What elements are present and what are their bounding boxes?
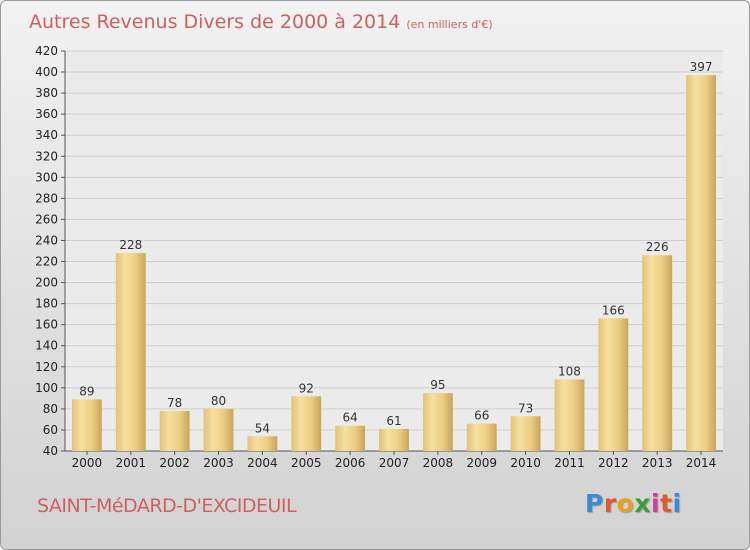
data-label-2012: 166	[602, 303, 625, 317]
y-tick-label: 140	[35, 339, 58, 353]
data-label-2001: 228	[119, 238, 142, 252]
data-label-2010: 73	[518, 401, 533, 415]
bar-2001	[115, 253, 146, 451]
axes: 40 60 80 100 120 140 160 180 200 220 240 260 280 300 3…	[35, 44, 723, 470]
data-label-2006: 64	[342, 411, 357, 425]
data-label-2007: 61	[386, 414, 401, 428]
logo-letter: x	[634, 489, 651, 518]
logo-letter: o	[616, 489, 635, 518]
bar-2000	[72, 399, 102, 451]
y-tick-label: 120	[35, 360, 58, 374]
logo-letter: P	[585, 489, 604, 518]
chart-unit: (en milliers d'€)	[406, 18, 493, 31]
y-tick-label: 160	[35, 318, 58, 332]
bar-2011	[554, 379, 585, 451]
y-tick-label: 260	[35, 212, 58, 226]
y-tick-label: 200	[35, 276, 58, 290]
x-tick-label: 2013	[642, 456, 673, 470]
y-tick-label: 220	[35, 255, 58, 269]
data-label-2009: 66	[474, 409, 489, 423]
bar-2004	[247, 436, 278, 451]
chart-title-text: Autres Revenus Divers de 2000 à 2014	[29, 11, 401, 33]
bar-2008	[422, 393, 453, 451]
data-label-2005: 92	[299, 381, 314, 395]
bars	[72, 75, 716, 452]
data-labels: 89 228 78 80 54 92 64 61 95 66 73 108 166 226 397	[79, 60, 712, 435]
bar-2007	[379, 428, 409, 451]
y-tick-label: 180	[35, 297, 58, 311]
y-tick-label: 340	[35, 128, 58, 142]
logo-letter: t	[660, 489, 673, 518]
x-tick-label: 2014	[686, 456, 717, 470]
x-tick-label: 2008	[423, 456, 454, 470]
bar-2003	[203, 408, 234, 451]
y-tick-label: 80	[43, 402, 58, 416]
y-tick-label: 300	[35, 170, 58, 184]
commune-name: SAINT-MéDARD-D'EXCIDEUIL	[37, 495, 297, 517]
bar-2014	[686, 75, 716, 452]
y-tick-label: 320	[35, 149, 58, 163]
x-tick-label: 2004	[247, 456, 278, 470]
x-tick-label: 2010	[510, 456, 541, 470]
y-tick-label: 60	[43, 423, 58, 437]
data-label-2008: 95	[430, 378, 445, 392]
y-tick-label: 400	[35, 65, 58, 79]
x-tick-label: 2001	[116, 456, 147, 470]
bar-2005	[291, 396, 322, 451]
data-label-2000: 89	[79, 384, 94, 398]
y-tick-label: 40	[43, 444, 58, 458]
bar-2012	[598, 318, 629, 451]
logo-letter: i	[651, 489, 661, 518]
x-tick-label: 2012	[598, 456, 629, 470]
x-tick-label: 2003	[203, 456, 234, 470]
y-tick-label: 420	[35, 44, 58, 58]
logo-letter: r	[603, 489, 617, 518]
x-tick-label: 2009	[466, 456, 497, 470]
y-tick-label: 360	[35, 107, 58, 121]
data-label-2002: 78	[167, 396, 182, 410]
y-tick-label: 240	[35, 233, 58, 247]
proxiti-logo: Proxiti	[585, 489, 682, 518]
x-tick-label: 2000	[72, 456, 103, 470]
y-tick-label: 380	[35, 86, 58, 100]
bar-2009	[466, 423, 497, 451]
bar-2013	[642, 255, 673, 451]
x-tick-label: 2011	[554, 456, 585, 470]
bar-2002	[159, 411, 190, 451]
chart-title: Autres Revenus Divers de 2000 à 2014 (en …	[29, 11, 493, 33]
data-label-2004: 54	[255, 421, 270, 435]
x-tick-label: 2006	[335, 456, 366, 470]
data-label-2014: 397	[690, 60, 713, 74]
logo-letter: i	[672, 489, 682, 518]
data-label-2011: 108	[558, 364, 581, 378]
x-tick-label: 2005	[291, 456, 322, 470]
x-tick-label: 2007	[379, 456, 410, 470]
x-tick-label: 2002	[159, 456, 190, 470]
y-tick-label: 100	[35, 381, 58, 395]
bar-2006	[335, 425, 366, 451]
bar-2010	[510, 416, 541, 451]
y-tick-label: 280	[35, 191, 58, 205]
data-label-2013: 226	[646, 240, 669, 254]
data-label-2003: 80	[211, 394, 226, 408]
